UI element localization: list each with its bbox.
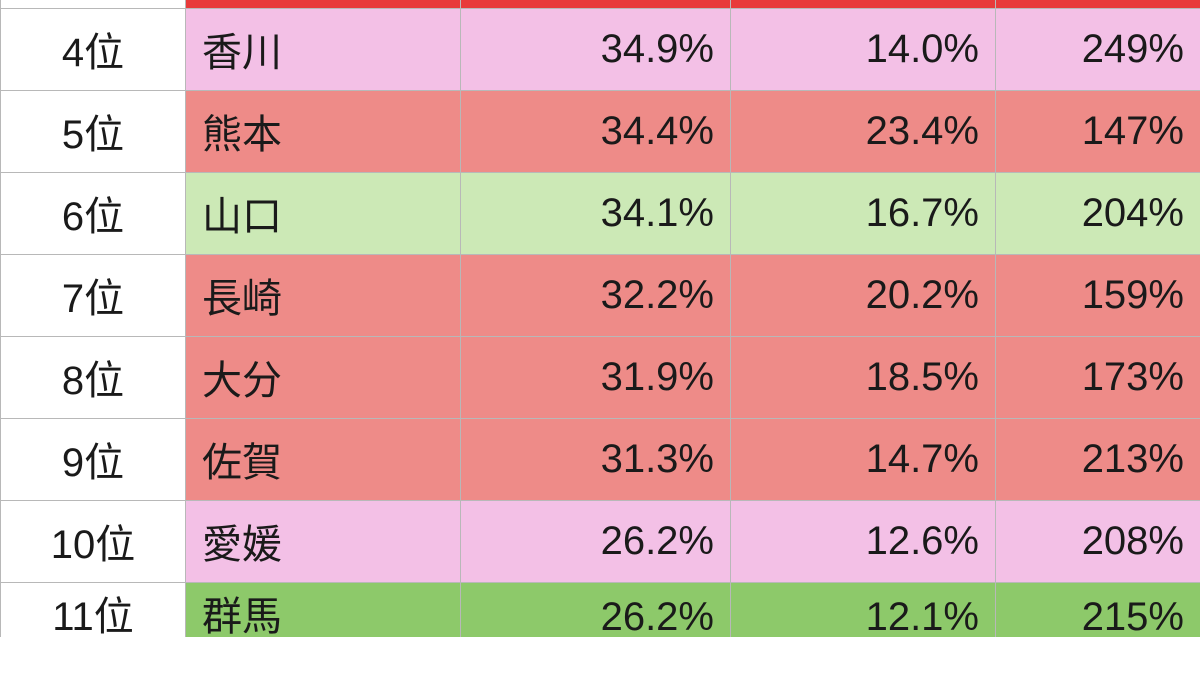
value1-cell: 31.3%: [461, 418, 731, 500]
prefecture-cell: 佐賀: [186, 418, 461, 500]
table-row: 8位 大分 31.9% 18.5% 173%: [1, 336, 1200, 418]
prefecture-cell: 大分: [186, 336, 461, 418]
rank-cell: 5位: [1, 90, 186, 172]
table-row: 6位 山口 34.1% 16.7% 204%: [1, 172, 1200, 254]
rank-cell: 4位: [1, 8, 186, 90]
value2-cell: 14.7%: [731, 418, 996, 500]
rank-cell: 6位: [1, 172, 186, 254]
value2-cell: 20.2%: [731, 254, 996, 336]
value3-cell: 215%: [996, 582, 1200, 637]
table-row: 4位 香川 34.9% 14.0% 249%: [1, 8, 1200, 90]
value1-cell: 32.2%: [461, 254, 731, 336]
header-strip-cell: [731, 0, 996, 8]
value3-cell: 208%: [996, 500, 1200, 582]
value2-cell: 23.4%: [731, 90, 996, 172]
rank-cell: 10位: [1, 500, 186, 582]
value2-cell: 14.0%: [731, 8, 996, 90]
header-strip-cell: [461, 0, 731, 8]
value1-cell: 31.9%: [461, 336, 731, 418]
value3-cell: 173%: [996, 336, 1200, 418]
table-row: 9位 佐賀 31.3% 14.7% 213%: [1, 418, 1200, 500]
ranking-table-container: 4位 香川 34.9% 14.0% 249% 5位 熊本 34.4% 23.4%…: [0, 0, 1200, 637]
ranking-table: 4位 香川 34.9% 14.0% 249% 5位 熊本 34.4% 23.4%…: [0, 0, 1200, 637]
value1-cell: 26.2%: [461, 500, 731, 582]
value2-cell: 16.7%: [731, 172, 996, 254]
header-strip-row: [1, 0, 1200, 8]
prefecture-cell: 群馬: [186, 582, 461, 637]
table-row: 5位 熊本 34.4% 23.4% 147%: [1, 90, 1200, 172]
prefecture-cell: 熊本: [186, 90, 461, 172]
prefecture-cell: 山口: [186, 172, 461, 254]
value3-cell: 204%: [996, 172, 1200, 254]
table-row: 7位 長崎 32.2% 20.2% 159%: [1, 254, 1200, 336]
header-strip-cell: [996, 0, 1200, 8]
value1-cell: 26.2%: [461, 582, 731, 637]
value3-cell: 213%: [996, 418, 1200, 500]
value1-cell: 34.4%: [461, 90, 731, 172]
rank-cell: 11位: [1, 582, 186, 637]
table-row: 10位 愛媛 26.2% 12.6% 208%: [1, 500, 1200, 582]
value1-cell: 34.9%: [461, 8, 731, 90]
rank-cell: 8位: [1, 336, 186, 418]
value3-cell: 147%: [996, 90, 1200, 172]
header-strip-cell: [186, 0, 461, 8]
value3-cell: 159%: [996, 254, 1200, 336]
value2-cell: 18.5%: [731, 336, 996, 418]
prefecture-cell: 愛媛: [186, 500, 461, 582]
rank-cell: 9位: [1, 418, 186, 500]
table-row: 11位 群馬 26.2% 12.1% 215%: [1, 582, 1200, 637]
value1-cell: 34.1%: [461, 172, 731, 254]
rank-cell: 7位: [1, 254, 186, 336]
prefecture-cell: 香川: [186, 8, 461, 90]
value2-cell: 12.6%: [731, 500, 996, 582]
prefecture-cell: 長崎: [186, 254, 461, 336]
header-strip-cell: [1, 0, 186, 8]
value3-cell: 249%: [996, 8, 1200, 90]
value2-cell: 12.1%: [731, 582, 996, 637]
